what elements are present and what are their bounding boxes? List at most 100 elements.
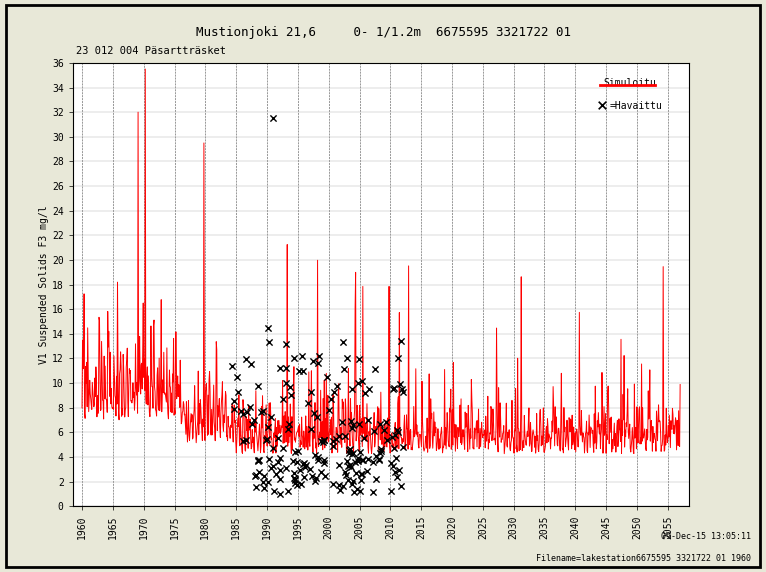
Point	[313, 352, 325, 361]
Point	[288, 353, 300, 363]
Point	[342, 475, 354, 484]
Point	[386, 432, 398, 442]
Point	[309, 451, 321, 460]
Point	[234, 406, 247, 415]
Point	[358, 434, 370, 443]
Point	[289, 447, 301, 456]
Point	[359, 388, 372, 398]
Point	[397, 442, 409, 451]
Point	[397, 387, 409, 396]
Point	[267, 443, 279, 452]
Point	[315, 437, 327, 446]
Point	[274, 364, 286, 373]
Point	[373, 455, 385, 464]
Point	[265, 412, 277, 421]
Point	[345, 424, 358, 433]
Point	[273, 474, 286, 483]
Point	[304, 464, 316, 474]
Point	[366, 457, 378, 466]
Point	[263, 338, 275, 347]
Point	[281, 486, 293, 495]
Point	[341, 456, 353, 466]
Point	[370, 451, 382, 460]
Point	[391, 426, 403, 435]
Point	[345, 479, 358, 488]
Point	[283, 420, 295, 429]
Point	[293, 446, 305, 455]
Point	[390, 454, 402, 463]
Point	[265, 463, 277, 472]
Point	[388, 383, 400, 392]
Point	[297, 460, 309, 469]
Point	[318, 456, 330, 465]
Point	[318, 458, 330, 467]
Point	[287, 456, 300, 465]
Point	[374, 448, 386, 458]
Point	[267, 461, 279, 470]
Point	[253, 455, 265, 464]
Y-axis label: V1 Suspended Solids F3 mg/l: V1 Suspended Solids F3 mg/l	[39, 205, 49, 364]
Point	[277, 394, 289, 403]
Point	[309, 476, 321, 485]
Point	[332, 432, 345, 441]
Point	[262, 422, 274, 431]
Text: Mustionjoki 21,6     0- 1/1.2m  6675595 3321722 01: Mustionjoki 21,6 0- 1/1.2m 6675595 33217…	[195, 26, 571, 39]
Point	[306, 471, 319, 480]
Point	[288, 468, 300, 477]
Point	[299, 463, 311, 472]
Point	[370, 475, 382, 484]
Text: Simuloitu: Simuloitu	[603, 78, 656, 89]
Point	[237, 436, 249, 446]
Point	[342, 446, 355, 455]
Point	[228, 404, 240, 414]
Point	[320, 372, 332, 381]
Point	[260, 436, 273, 445]
Point	[333, 460, 345, 469]
Point	[312, 358, 324, 367]
Point	[304, 388, 316, 397]
Point	[362, 415, 375, 424]
Point	[349, 457, 362, 466]
Point	[284, 382, 296, 391]
Point	[391, 427, 404, 436]
Point	[312, 452, 324, 462]
Point	[345, 450, 358, 459]
Point	[352, 454, 364, 463]
Point	[347, 421, 359, 430]
Point	[394, 482, 407, 491]
Point	[280, 364, 292, 373]
Point	[328, 387, 340, 396]
Point	[246, 419, 258, 428]
Point	[272, 458, 284, 467]
Point	[326, 394, 338, 403]
Point	[368, 364, 381, 374]
Point	[309, 473, 322, 482]
Point	[336, 482, 349, 491]
Text: 09-Dec-15 13:05:11: 09-Dec-15 13:05:11	[661, 531, 751, 541]
Point	[305, 424, 317, 433]
Point	[264, 454, 276, 463]
Point	[356, 455, 368, 464]
Point	[257, 406, 270, 415]
Point	[289, 479, 301, 488]
Point	[237, 410, 250, 419]
Point	[387, 462, 399, 471]
Point	[353, 355, 365, 364]
Point	[261, 434, 273, 443]
Point	[336, 337, 349, 346]
Point	[262, 477, 274, 486]
Point	[255, 408, 267, 417]
Point	[244, 360, 257, 369]
Point	[389, 467, 401, 476]
Point	[385, 458, 398, 467]
Point	[394, 379, 406, 388]
Point	[355, 470, 368, 479]
Point	[289, 475, 301, 484]
Point	[244, 403, 257, 412]
Point	[355, 475, 367, 484]
Point	[228, 396, 240, 406]
Point	[262, 323, 274, 332]
Point	[329, 434, 342, 443]
Point	[251, 382, 264, 391]
Point	[345, 384, 358, 394]
